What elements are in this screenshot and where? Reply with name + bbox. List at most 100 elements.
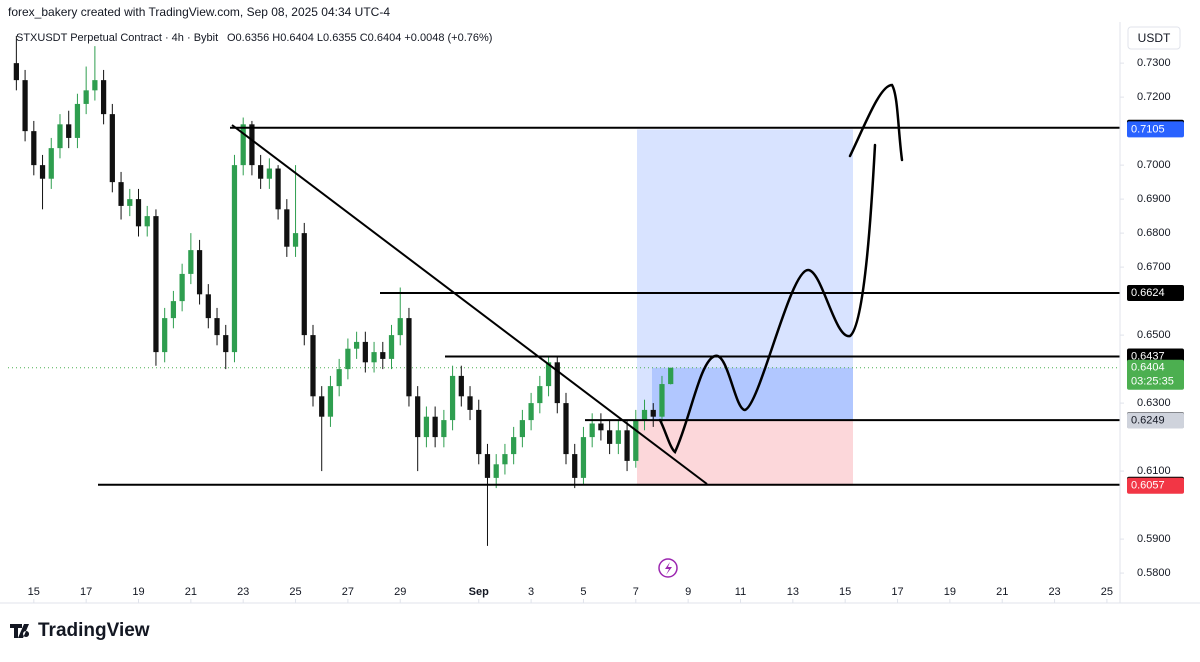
candle-body bbox=[659, 384, 665, 417]
price-label-text: 0.6249 bbox=[1131, 414, 1165, 426]
candle-body bbox=[615, 430, 621, 444]
price-label: 0.6404 03:25:35 bbox=[1127, 359, 1184, 390]
y-tick-label: 0.7000 bbox=[1137, 159, 1171, 171]
x-tick-label: 27 bbox=[342, 586, 354, 598]
price-label-text: 0.6437 bbox=[1131, 350, 1165, 362]
candle-body bbox=[345, 348, 351, 370]
price-label-box bbox=[1127, 284, 1184, 301]
y-tick-label: 0.6300 bbox=[1137, 397, 1171, 409]
candle-body bbox=[397, 318, 403, 336]
x-tick-label: 9 bbox=[685, 586, 691, 598]
price-label: 0.6057 bbox=[1127, 477, 1184, 494]
y-tick-label: 0.6100 bbox=[1137, 465, 1171, 477]
candle-body bbox=[537, 386, 543, 404]
x-tick-label: 25 bbox=[289, 586, 301, 598]
x-tick-label: 21 bbox=[996, 586, 1008, 598]
candle-body bbox=[353, 341, 360, 349]
currency-box[interactable] bbox=[1127, 26, 1181, 50]
candle-body bbox=[563, 403, 569, 455]
currency-label: USDT bbox=[1138, 31, 1171, 45]
x-tick-label: 13 bbox=[787, 586, 799, 598]
candle-body bbox=[319, 396, 325, 417]
y-tick-label: 0.6500 bbox=[1137, 329, 1171, 341]
x-tick-label: 25 bbox=[1101, 586, 1113, 598]
stop-zone bbox=[637, 420, 853, 486]
candle-body bbox=[74, 103, 81, 138]
candle-body bbox=[415, 396, 421, 438]
price-label-box bbox=[1127, 359, 1184, 390]
candle-body bbox=[109, 114, 115, 183]
candle-body bbox=[493, 464, 499, 478]
candle-body bbox=[205, 294, 211, 319]
drawings-layer bbox=[98, 83, 1120, 578]
candle-body bbox=[240, 124, 246, 166]
candle-body bbox=[196, 250, 203, 295]
candle-body bbox=[92, 80, 98, 91]
x-tick-label: 29 bbox=[394, 586, 406, 598]
y-tick-label: 0.6700 bbox=[1137, 261, 1171, 273]
x-tick-label: 3 bbox=[528, 586, 534, 598]
price-label: 0.7105 bbox=[1127, 121, 1184, 138]
candle-body bbox=[467, 396, 473, 410]
x-tick-label: 23 bbox=[1048, 586, 1060, 598]
x-tick-label: 21 bbox=[185, 586, 197, 598]
candle-body bbox=[135, 199, 142, 227]
candle-body bbox=[170, 301, 177, 319]
candle-body bbox=[179, 273, 185, 302]
candle-body bbox=[545, 362, 552, 387]
price-countdown: 03:25:35 bbox=[1131, 376, 1174, 388]
price-label-text: 0.7105 bbox=[1131, 123, 1165, 135]
x-tick-label: 23 bbox=[237, 586, 249, 598]
hand-drawn-projection bbox=[658, 143, 877, 454]
candle-body bbox=[39, 165, 46, 179]
price-label-box bbox=[1127, 121, 1184, 138]
price-label-box bbox=[1127, 412, 1184, 429]
x-tick-label: 5 bbox=[580, 586, 586, 598]
candle-body bbox=[380, 352, 386, 359]
candle-body bbox=[83, 90, 89, 104]
candle-body bbox=[22, 80, 28, 132]
candle-body bbox=[458, 375, 464, 397]
price-label: 0.6624 bbox=[1127, 284, 1184, 301]
candle-body bbox=[336, 369, 342, 387]
y-tick-label: 0.5800 bbox=[1137, 567, 1171, 579]
brand-name: TradingView bbox=[38, 620, 150, 641]
candle-body bbox=[441, 420, 447, 438]
candle-body bbox=[153, 216, 159, 353]
price-label: 0.6249 bbox=[1127, 412, 1184, 429]
candle-body bbox=[301, 233, 307, 336]
candle-body bbox=[641, 409, 648, 421]
candle-body bbox=[266, 168, 272, 179]
candle-body bbox=[231, 165, 238, 353]
candle-body bbox=[144, 216, 150, 227]
candle-body bbox=[66, 124, 72, 138]
candle-body bbox=[406, 318, 412, 397]
candle-body bbox=[511, 437, 517, 455]
x-tick-label: 19 bbox=[132, 586, 144, 598]
y-tick-label: 0.6900 bbox=[1137, 193, 1171, 205]
ohlc-legend: O0.6356 H0.6404 L0.6355 C0.6404 +0.0048 … bbox=[227, 32, 492, 44]
y-tick-label: 0.7300 bbox=[1137, 57, 1171, 69]
candle-body bbox=[223, 335, 229, 353]
candle-body bbox=[275, 168, 281, 210]
candle-body bbox=[388, 335, 395, 359]
candle-body bbox=[48, 148, 54, 179]
candle-body bbox=[31, 131, 37, 166]
candle-body bbox=[57, 124, 63, 149]
candle-body bbox=[214, 318, 220, 336]
candle-body bbox=[589, 423, 595, 438]
candles-layer bbox=[13, 35, 674, 546]
candle-body bbox=[502, 454, 508, 465]
trend-line bbox=[231, 124, 708, 485]
candle-body bbox=[371, 352, 377, 363]
x-tick-label: 17 bbox=[891, 586, 903, 598]
x-tick-label: 15 bbox=[28, 586, 40, 598]
candle-body bbox=[607, 430, 613, 444]
open-profit-zone bbox=[652, 367, 853, 421]
brand-mark bbox=[10, 624, 30, 638]
candle-body bbox=[449, 375, 456, 421]
candle-body bbox=[519, 420, 525, 438]
candle-body bbox=[327, 386, 334, 417]
candle-body bbox=[432, 416, 438, 438]
